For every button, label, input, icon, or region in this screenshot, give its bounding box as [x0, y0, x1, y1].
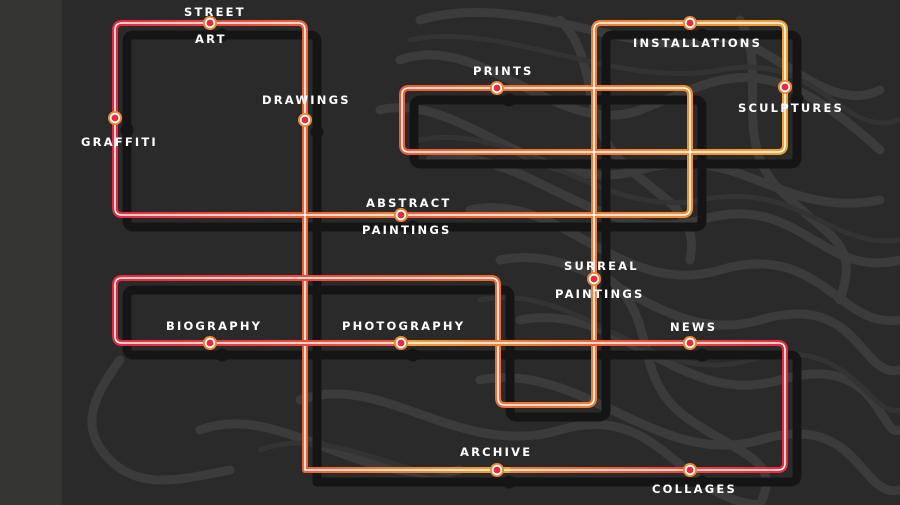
- menu-link-abstract-paintings[interactable]: ABSTRACT: [366, 196, 452, 210]
- station-center: [397, 211, 405, 219]
- station-dot-icon-prints[interactable]: [490, 81, 504, 95]
- menu-link-installations[interactable]: INSTALLATIONS: [633, 36, 763, 50]
- station-dot-icon-graffiti[interactable]: [108, 111, 122, 125]
- station-dot-icon-street-art[interactable]: [203, 16, 217, 30]
- station-shadow: [695, 348, 709, 362]
- station-shadow: [215, 28, 229, 42]
- station-center: [493, 466, 501, 474]
- station-shadow: [790, 92, 804, 106]
- menu-link-drawings[interactable]: DRAWINGS: [262, 93, 351, 107]
- line-shadows: [122, 30, 802, 487]
- station-center: [397, 339, 405, 347]
- menu-link-archive[interactable]: ARCHIVE: [460, 445, 533, 459]
- station-shadow: [215, 348, 229, 362]
- station-dot-icon-biography[interactable]: [203, 336, 217, 350]
- station-dot-icon-surreal-paintings[interactable]: [587, 272, 601, 286]
- station-shadow: [599, 284, 613, 298]
- station-center: [781, 83, 789, 91]
- menu-link-sculptures[interactable]: SCULPTURES: [738, 101, 844, 115]
- menu-link-abstract-paintings-line2[interactable]: PAINTINGS: [362, 223, 452, 237]
- menu-link-biography[interactable]: BIOGRAPHY: [166, 319, 263, 333]
- station-dot-icon-archive[interactable]: [490, 463, 504, 477]
- station-center: [686, 466, 694, 474]
- metro-lines: [112, 20, 788, 473]
- station-dot-icon-collages[interactable]: [683, 463, 697, 477]
- station-center: [301, 116, 309, 124]
- station-center: [493, 84, 501, 92]
- station-shadow: [695, 28, 709, 42]
- station-shadow: [310, 125, 324, 139]
- menu-link-street-art-line2[interactable]: ART: [195, 32, 227, 46]
- left-side-strip: [0, 0, 62, 505]
- station-shadow: [695, 475, 709, 489]
- station-center: [206, 19, 214, 27]
- station-center: [590, 275, 598, 283]
- menu-link-news[interactable]: NEWS: [670, 320, 718, 334]
- station-center: [206, 339, 214, 347]
- station-dot-icon-installations[interactable]: [683, 16, 697, 30]
- station-dot-icon-news[interactable]: [683, 336, 697, 350]
- menu-link-surreal-paintings-line2[interactable]: PAINTINGS: [555, 287, 645, 301]
- line-photography-line-core: [401, 342, 786, 471]
- station-dot-icon-abstract-paintings[interactable]: [394, 208, 408, 222]
- menu-link-prints[interactable]: PRINTS: [473, 64, 534, 78]
- station-shadow: [406, 220, 420, 234]
- station-center: [111, 114, 119, 122]
- station-dot-icon-sculptures[interactable]: [778, 80, 792, 94]
- menu-link-collages[interactable]: COLLAGES: [652, 482, 737, 496]
- station-center: [686, 339, 694, 347]
- stations: [108, 16, 804, 489]
- menu-link-street-art[interactable]: STREET: [184, 5, 246, 19]
- station-shadow: [406, 348, 420, 362]
- menu-link-photography[interactable]: PHOTOGRAPHY: [342, 319, 466, 333]
- station-shadow: [502, 475, 516, 489]
- station-shadow: [502, 93, 516, 107]
- menu-link-graffiti[interactable]: GRAFFITI: [81, 135, 158, 149]
- line-photography-line-shadow: [413, 350, 802, 487]
- menu-link-surreal-paintings[interactable]: SURREAL: [564, 259, 639, 273]
- station-center: [686, 19, 694, 27]
- station-dot-icon-photography[interactable]: [394, 336, 408, 350]
- station-dot-icon-drawings[interactable]: [298, 113, 312, 127]
- station-shadow: [120, 123, 134, 137]
